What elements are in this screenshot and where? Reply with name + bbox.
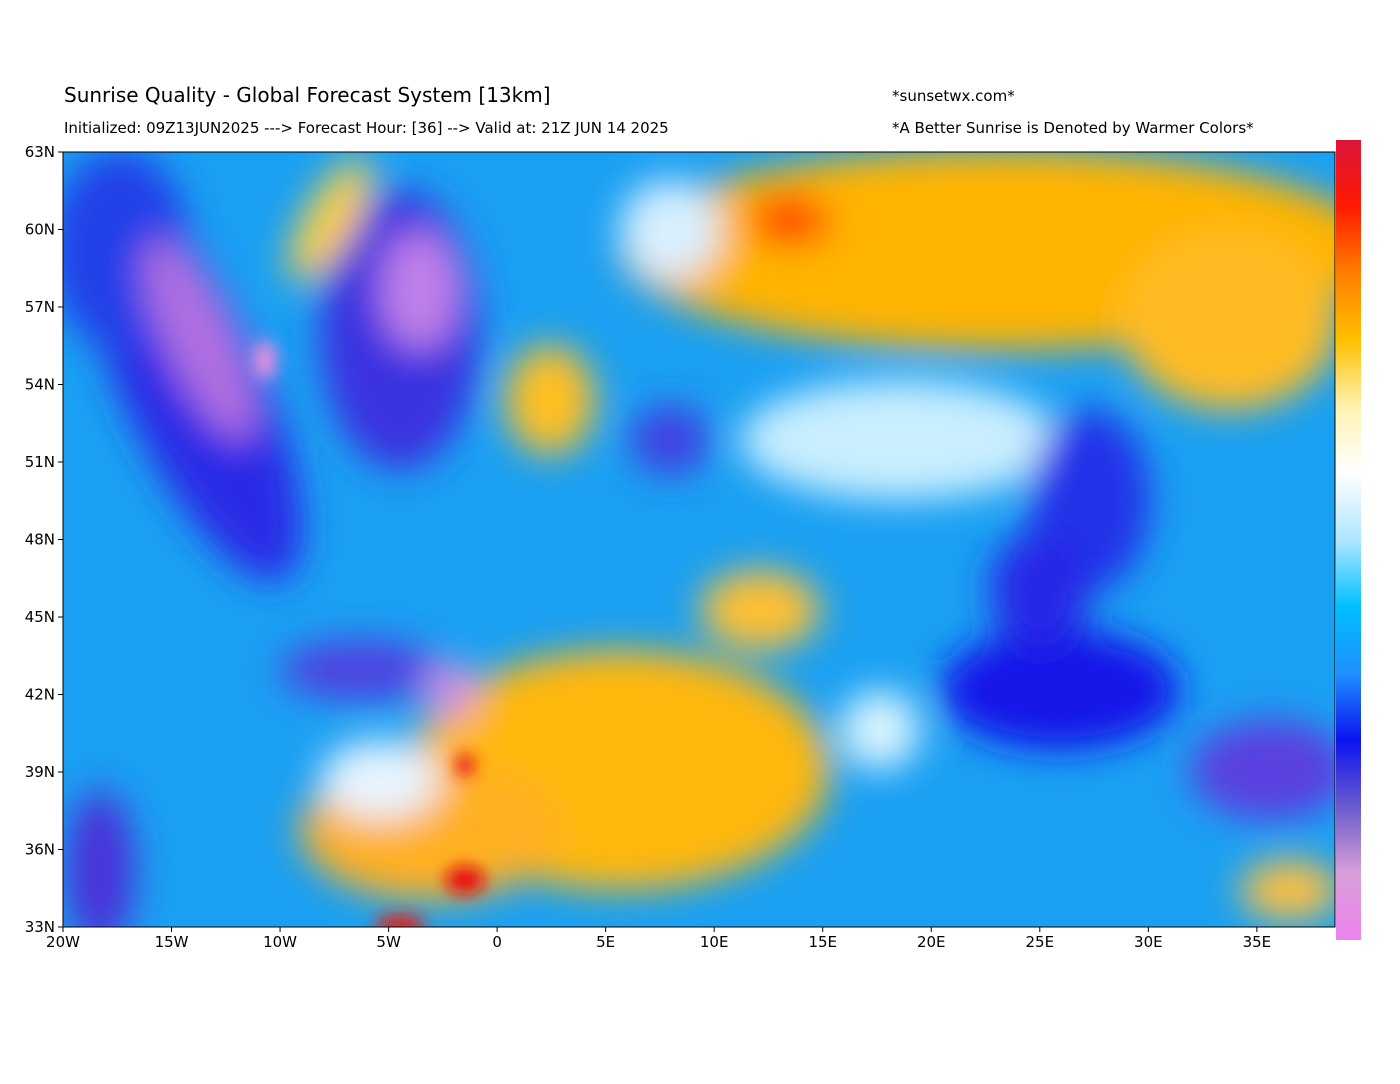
x-tick-label: 0 — [492, 933, 502, 951]
x-tick-label: 15W — [155, 933, 189, 951]
y-tick-label: 63N — [25, 143, 55, 161]
colorbar — [1336, 140, 1361, 940]
map-title: Sunrise Quality - Global Forecast System… — [64, 83, 551, 107]
credit: *sunsetwx.com* — [892, 87, 1015, 105]
x-tick-label: 25E — [1026, 933, 1055, 951]
y-tick-label: 39N — [25, 763, 55, 781]
y-tick-label: 36N — [25, 841, 55, 859]
x-tick-label: 10E — [700, 933, 729, 951]
y-tick-label: 48N — [25, 531, 55, 549]
y-tick-label: 51N — [25, 453, 55, 471]
map-subtitle: Initialized: 09Z13JUN2025 ---> Forecast … — [64, 119, 669, 137]
y-tick-label: 45N — [25, 608, 55, 626]
y-tick-label: 57N — [25, 298, 55, 316]
x-tick-label: 30E — [1134, 933, 1163, 951]
x-tick-label: 35E — [1243, 933, 1272, 951]
x-tick-label: 20E — [917, 933, 946, 951]
x-tick-label: 5W — [376, 933, 401, 951]
y-tick-label: 33N — [25, 918, 55, 936]
x-tick-label: 10W — [263, 933, 297, 951]
note: *A Better Sunrise is Denoted by Warmer C… — [892, 119, 1254, 137]
x-tick-label: 20W — [46, 933, 80, 951]
forecast-field — [63, 152, 1335, 927]
y-tick-label: 60N — [25, 221, 55, 239]
x-tick-label: 5E — [596, 933, 615, 951]
x-tick-label: 15E — [808, 933, 837, 951]
y-tick-label: 54N — [25, 376, 55, 394]
y-tick-label: 42N — [25, 686, 55, 704]
